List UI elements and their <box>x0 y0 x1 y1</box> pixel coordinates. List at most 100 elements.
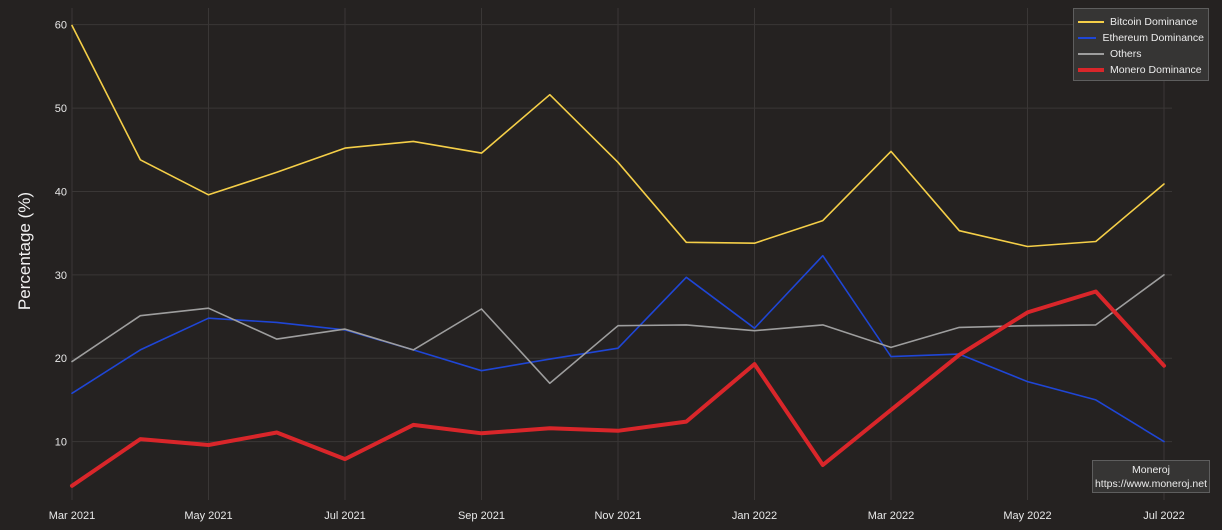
data-point[interactable] <box>548 426 552 430</box>
data-point[interactable] <box>821 323 825 327</box>
legend-swatch-bitcoin <box>1078 21 1104 23</box>
data-point[interactable] <box>411 423 415 427</box>
series-line-others[interactable] <box>71 273 1165 385</box>
data-point[interactable] <box>480 151 484 155</box>
y-tick-label: 20 <box>55 353 67 365</box>
data-point[interactable] <box>684 420 688 424</box>
legend-swatch-monero <box>1078 68 1104 72</box>
y-axis-title: Percentage (%) <box>15 192 34 310</box>
data-point[interactable] <box>1162 273 1166 277</box>
data-point[interactable] <box>684 240 688 244</box>
data-point[interactable] <box>889 149 893 153</box>
data-point[interactable] <box>411 348 415 352</box>
data-point[interactable] <box>616 160 620 164</box>
data-point[interactable] <box>275 170 279 174</box>
x-tick-label: Mar 2022 <box>868 510 914 522</box>
data-point[interactable] <box>70 24 74 28</box>
data-point[interactable] <box>1026 244 1030 248</box>
legend-item-ethereum[interactable]: Ethereum Dominance <box>1078 30 1204 46</box>
data-point[interactable] <box>616 429 620 433</box>
data-point[interactable] <box>889 355 893 359</box>
x-tick-label: May 2022 <box>1003 510 1051 522</box>
data-point[interactable] <box>411 139 415 143</box>
data-point[interactable] <box>275 430 279 434</box>
data-point[interactable] <box>684 323 688 327</box>
data-point[interactable] <box>70 484 74 488</box>
data-point[interactable] <box>138 314 142 318</box>
credit-url[interactable]: https://www.moneroj.net <box>1094 478 1208 490</box>
data-point[interactable] <box>275 337 279 341</box>
data-point[interactable] <box>138 348 142 352</box>
data-point[interactable] <box>343 146 347 150</box>
data-point[interactable] <box>207 306 211 310</box>
data-point[interactable] <box>889 408 893 412</box>
data-point[interactable] <box>138 158 142 162</box>
data-point[interactable] <box>1094 239 1098 243</box>
series-line-ethereum-dominance[interactable] <box>71 254 1165 443</box>
x-tick-label: Jul 2022 <box>1143 510 1185 522</box>
data-point[interactable] <box>1026 310 1030 314</box>
legend-swatch-ethereum <box>1078 37 1097 39</box>
data-point[interactable] <box>957 229 961 233</box>
data-point[interactable] <box>753 329 757 333</box>
x-tick-label: Sep 2021 <box>458 510 505 522</box>
data-point[interactable] <box>548 93 552 97</box>
data-point[interactable] <box>70 391 74 395</box>
data-point[interactable] <box>207 193 211 197</box>
legend-item-monero[interactable]: Monero Dominance <box>1078 62 1204 78</box>
legend-item-bitcoin[interactable]: Bitcoin Dominance <box>1078 14 1204 30</box>
data-point[interactable] <box>753 362 757 366</box>
data-point[interactable] <box>343 327 347 331</box>
data-point[interactable] <box>1162 364 1166 368</box>
data-point[interactable] <box>275 320 279 324</box>
data-point[interactable] <box>684 275 688 279</box>
series-line-monero-dominance[interactable] <box>70 289 1166 488</box>
data-point[interactable] <box>1094 398 1098 402</box>
legend: Bitcoin Dominance Ethereum Dominance Oth… <box>1073 8 1209 81</box>
y-tick-label: 10 <box>55 437 67 449</box>
data-point[interactable] <box>1162 440 1166 444</box>
x-tick-label: Jan 2022 <box>732 510 777 522</box>
data-point[interactable] <box>480 369 484 373</box>
y-tick-label: 60 <box>55 20 67 32</box>
y-tick-label: 50 <box>55 103 67 115</box>
y-tick-label: 30 <box>55 270 67 282</box>
data-point[interactable] <box>1094 290 1098 294</box>
data-point[interactable] <box>480 307 484 311</box>
legend-swatch-others <box>1078 53 1104 55</box>
data-point[interactable] <box>207 443 211 447</box>
data-point[interactable] <box>1094 323 1098 327</box>
data-point[interactable] <box>480 431 484 435</box>
data-point[interactable] <box>616 324 620 328</box>
data-point[interactable] <box>548 381 552 385</box>
data-point[interactable] <box>957 325 961 329</box>
data-point[interactable] <box>821 254 825 258</box>
grid <box>71 8 1172 500</box>
data-point[interactable] <box>957 353 961 357</box>
data-point[interactable] <box>343 457 347 461</box>
data-point[interactable] <box>753 241 757 245</box>
series-line-bitcoin-dominance[interactable] <box>71 24 1165 248</box>
data-point[interactable] <box>1026 324 1030 328</box>
data-point[interactable] <box>821 219 825 223</box>
y-tick-label: 40 <box>55 186 67 198</box>
data-point[interactable] <box>548 357 552 361</box>
data-point[interactable] <box>1026 380 1030 384</box>
data-point[interactable] <box>616 346 620 350</box>
credit-name: Moneroj <box>1132 464 1170 476</box>
legend-label-ethereum: Ethereum Dominance <box>1102 32 1204 44</box>
data-point[interactable] <box>207 316 211 320</box>
data-point[interactable] <box>70 360 74 364</box>
series-lines <box>70 24 1166 488</box>
data-point[interactable] <box>1162 182 1166 186</box>
x-tick-label: Nov 2021 <box>594 510 641 522</box>
legend-label-others: Others <box>1110 48 1142 60</box>
x-tick-label: May 2021 <box>184 510 232 522</box>
credit-box: Moneroj https://www.moneroj.net <box>1092 460 1210 493</box>
data-point[interactable] <box>821 463 825 467</box>
axes: Mar 2021 May 2021 Jul 2021 Sep 2021 Nov 2021… <box>49 20 1185 522</box>
data-point[interactable] <box>138 437 142 441</box>
legend-item-others[interactable]: Others <box>1078 46 1204 62</box>
data-point[interactable] <box>889 345 893 349</box>
